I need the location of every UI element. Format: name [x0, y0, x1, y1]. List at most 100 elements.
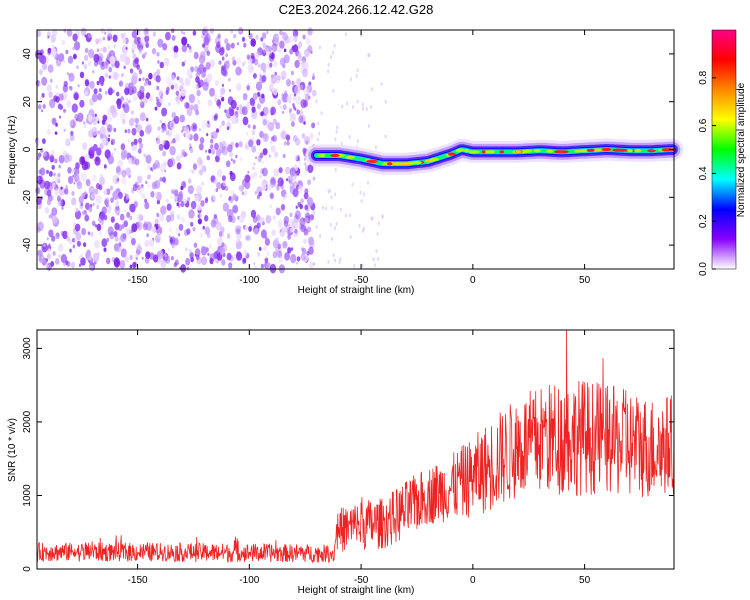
noise-blob [279, 105, 282, 110]
noise-blob [369, 105, 372, 109]
noise-blob [256, 194, 260, 200]
noise-blob [173, 45, 179, 54]
noise-blob [171, 111, 177, 119]
noise-blob [59, 115, 61, 119]
noise-blob [293, 105, 296, 110]
noise-blob [136, 36, 141, 43]
noise-blob [235, 83, 242, 92]
noise-blob [290, 253, 297, 264]
noise-blob [202, 81, 209, 92]
noise-blob [277, 99, 282, 106]
noise-blob [277, 219, 283, 228]
noise-blob [180, 30, 184, 35]
noise-blob [148, 72, 153, 80]
noise-blob [165, 31, 171, 41]
noise-blob [207, 252, 210, 256]
noise-blob [55, 122, 58, 127]
noise-blob [232, 159, 236, 164]
noise-blob [67, 167, 72, 174]
signal-hotspot [634, 149, 642, 153]
noise-blob [242, 62, 245, 67]
noise-blob [155, 75, 161, 83]
noise-blob [233, 34, 237, 39]
noise-blob [374, 263, 376, 268]
noise-blob [259, 73, 262, 77]
noise-blob [221, 120, 225, 126]
noise-blob [94, 113, 97, 117]
noise-blob [377, 256, 380, 261]
noise-blob [253, 262, 256, 266]
snr-frame [36, 329, 675, 570]
noise-blob [178, 223, 184, 231]
noise-blob [171, 243, 175, 249]
noise-blob [304, 162, 307, 166]
noise-blob [202, 26, 209, 36]
signal-hotspot [366, 159, 378, 163]
noise-blob [263, 133, 268, 140]
noise-blob [312, 210, 316, 215]
noise-blob [334, 137, 337, 142]
noise-blob [46, 264, 49, 268]
noise-blob [108, 89, 113, 96]
noise-blob [148, 95, 153, 103]
noise-blob [125, 47, 128, 50]
noise-blob [107, 137, 111, 142]
noise-blob [304, 93, 310, 101]
noise-blob [318, 131, 321, 136]
noise-blob [273, 89, 278, 96]
noise-blob [50, 34, 56, 43]
noise-blob [46, 84, 52, 92]
figure-title: C2E3.2024.266.12.42.G28 [279, 2, 434, 17]
noise-blob [330, 55, 332, 59]
signal-hotspot [488, 150, 494, 154]
noise-blob [176, 162, 182, 170]
noise-blob [123, 192, 126, 196]
noise-blob [113, 243, 120, 252]
signal-hotspot [515, 150, 522, 154]
noise-blob [331, 237, 333, 241]
noise-blob [145, 92, 151, 99]
noise-blob [213, 214, 217, 220]
noise-blob [169, 237, 173, 243]
noise-blob [142, 223, 148, 231]
noise-blob [176, 214, 181, 220]
noise-blob [58, 186, 65, 196]
noise-blob [303, 99, 309, 108]
noise-blob [159, 213, 165, 222]
noise-blob [222, 69, 228, 77]
noise-blob [252, 92, 258, 101]
noise-blob [205, 62, 211, 70]
noise-blob [274, 151, 279, 158]
noise-blob [278, 47, 282, 53]
noise-blob [84, 153, 90, 162]
noise-blob [175, 90, 180, 96]
x-tick-label: -50 [354, 275, 369, 286]
noise-blob [230, 189, 235, 196]
noise-blob [48, 229, 54, 238]
noise-blob [88, 185, 95, 195]
noise-blob [294, 59, 300, 69]
noise-blob [220, 226, 225, 233]
noise-blob [184, 101, 190, 109]
noise-blob [139, 142, 144, 149]
noise-blob [135, 253, 138, 258]
noise-blob [356, 139, 359, 144]
noise-blob [327, 259, 330, 264]
signal-hotspot [413, 161, 422, 165]
noise-blob [69, 248, 72, 253]
noise-blob [176, 76, 180, 81]
noise-blob [287, 247, 292, 254]
noise-blob [214, 113, 219, 119]
noise-blob [131, 110, 134, 115]
noise-blob [184, 77, 191, 87]
noise-blob [194, 248, 201, 257]
noise-blob [191, 169, 195, 174]
noise-blob [284, 251, 290, 261]
noise-blob [276, 186, 280, 191]
noise-blob [271, 136, 275, 142]
noise-blob [186, 43, 190, 48]
noise-blob [252, 73, 257, 79]
noise-blob [79, 99, 85, 108]
noise-blob [296, 256, 301, 262]
noise-blob [336, 125, 339, 130]
